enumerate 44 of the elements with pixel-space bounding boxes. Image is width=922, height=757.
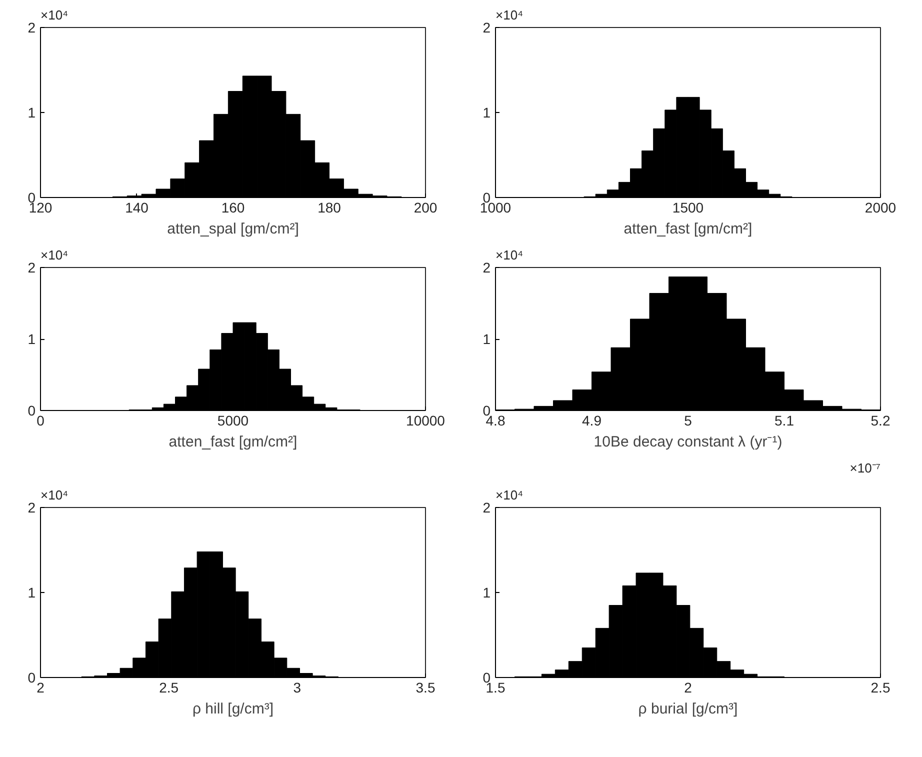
y-tick-label: 2 — [482, 20, 491, 36]
y-tick-label: 1 — [28, 104, 36, 120]
x-tick-label: 2000 — [864, 200, 896, 216]
y-tick-label: 0 — [28, 402, 36, 418]
x-tick-label: 180 — [318, 200, 342, 216]
text: ×10⁴ — [40, 8, 68, 22]
x-tick-label: 3.5 — [416, 680, 436, 696]
x-tick-label: 3 — [293, 680, 302, 696]
y-tick-label: 1 — [28, 584, 36, 600]
x-tick-label: 5.2 — [870, 412, 890, 428]
text: ×10⁴ — [496, 8, 524, 22]
text: ×10⁴ — [496, 488, 524, 502]
x-tick-label: 4.9 — [582, 412, 602, 428]
x-axis-title: atten_fast [gm/cm²] — [168, 434, 298, 450]
x-axis-title: ρ burial [g/cm³] — [638, 700, 738, 718]
x-tick-label: 5 — [684, 412, 692, 428]
text: ×10⁴ — [40, 488, 68, 502]
y-tick-label: 0 — [28, 670, 36, 686]
y-tick-label: 2 — [28, 20, 36, 36]
text: ×10⁻⁷ — [850, 460, 881, 476]
x-axis-title: atten_fast [gm/cm²] — [624, 220, 752, 238]
x-tick-label: 140 — [125, 200, 149, 216]
x-tick-label: 2 — [684, 680, 692, 696]
x-tick-label: 10000 — [406, 412, 446, 428]
x-tick-label: 200 — [414, 200, 438, 216]
y-tick-label: 2 — [28, 260, 36, 276]
y-tick-label: 2 — [482, 500, 491, 516]
text: ×10⁴ — [496, 248, 524, 262]
x-axis-title: 10Be decay constant λ (yr⁻¹) — [594, 434, 782, 450]
x-axis-title: atten_spal [gm/cm²] — [167, 220, 299, 238]
y-tick-label: 1 — [482, 104, 491, 120]
y-tick-label: 2 — [28, 500, 36, 516]
x-tick-label: 2.5 — [870, 680, 890, 696]
text: ×10⁴ — [40, 248, 68, 262]
x-tick-label: 1500 — [672, 200, 704, 216]
y-tick-label: 1 — [28, 331, 36, 347]
x-tick-label: 2.5 — [159, 680, 179, 696]
x-tick-label: 5000 — [217, 412, 249, 428]
x-axis-title: ρ hill [g/cm³] — [192, 700, 274, 718]
y-tick-label: 1 — [482, 331, 491, 347]
x-tick-label: 160 — [221, 200, 245, 216]
x-tick-label: 5.1 — [774, 412, 794, 428]
y-tick-label: 1 — [482, 584, 491, 600]
y-tick-label: 2 — [482, 260, 491, 276]
